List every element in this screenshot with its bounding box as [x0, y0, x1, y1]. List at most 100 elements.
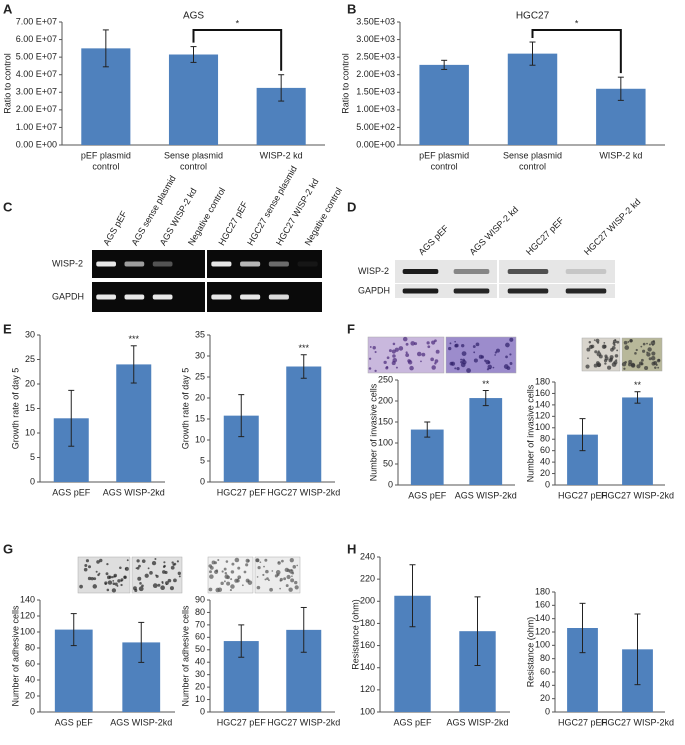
y-tick-label: 0 — [545, 706, 550, 716]
micrograph-cell — [494, 354, 496, 356]
x-tick-label: AGS WISP-2kd — [110, 717, 172, 727]
micrograph-cell — [265, 569, 269, 574]
micrograph-cell — [178, 575, 181, 578]
y-tick-label: 20 — [25, 690, 35, 700]
micrograph-cell — [104, 582, 107, 585]
panel-letter: F — [347, 321, 355, 336]
y-tick-label: 40 — [195, 657, 205, 667]
micrograph-cell — [226, 581, 231, 586]
micrograph-cell — [594, 350, 598, 354]
micrograph-cell — [112, 579, 115, 582]
micrograph-cell — [616, 340, 620, 344]
micrograph-cell — [120, 579, 123, 582]
micrograph-cell — [141, 584, 144, 588]
micrograph-cell — [237, 566, 241, 570]
y-tick-label: 60 — [25, 658, 35, 668]
micrograph-cell — [87, 576, 92, 581]
micrograph-cell — [509, 337, 514, 342]
y-tick-label: 5.00 E+07 — [16, 52, 57, 62]
micrograph-cell — [655, 363, 658, 366]
micrograph-cell — [372, 346, 376, 350]
micrograph-cell — [388, 349, 392, 353]
error-bar — [138, 621, 145, 663]
micrograph-cell — [398, 346, 404, 351]
gel-band — [453, 269, 490, 274]
micrograph-cell — [374, 350, 377, 354]
y-axis-label: Ratio to control — [340, 53, 350, 114]
y-tick-label: 120 — [20, 610, 35, 620]
micrograph-cell — [630, 363, 636, 368]
micrograph-cell — [426, 341, 430, 345]
micrograph-cell — [395, 366, 398, 369]
micrograph-cell — [421, 352, 426, 357]
micrograph-cell — [99, 558, 103, 563]
micrograph-cell — [161, 581, 164, 584]
lane-label: AGS pEF — [417, 223, 451, 257]
y-tick-label: 0 — [545, 479, 550, 489]
y-tick-label: 80 — [540, 434, 550, 444]
micrograph-cell — [431, 340, 436, 345]
x-tick-label: AGS WISP-2kd — [446, 717, 508, 727]
micrograph-cell — [223, 580, 226, 583]
micrograph-cell — [284, 567, 289, 573]
micrograph-cell — [113, 573, 118, 578]
micrograph-cell — [596, 351, 602, 357]
error-bar — [238, 394, 245, 438]
micrograph-cell — [509, 362, 513, 365]
micrograph-cell — [220, 581, 224, 586]
y-tick-label: 200 — [378, 395, 393, 405]
micrograph-cell — [640, 358, 644, 362]
y-axis-label: Number of invasive cells — [368, 383, 378, 481]
significance-label: *** — [128, 334, 139, 344]
y-tick-label: 60 — [540, 445, 550, 455]
micrograph-cell — [120, 583, 123, 587]
micrograph-cell — [610, 347, 614, 352]
micrograph-cell — [624, 360, 627, 364]
micrograph-cell — [221, 570, 224, 573]
micrograph-cell — [106, 588, 110, 592]
bar — [622, 397, 653, 485]
micrograph-cell — [609, 355, 614, 360]
micrograph-cell — [279, 587, 281, 590]
y-tick-label: 80 — [540, 653, 550, 663]
y-tick-label: 60 — [540, 666, 550, 676]
micrograph-cell — [405, 342, 409, 346]
micrograph-cell — [291, 575, 293, 578]
micrograph-cell — [485, 359, 490, 365]
x-tick-label: Sense plasmid — [164, 150, 223, 160]
gel-block — [499, 260, 615, 283]
micrograph-cell — [495, 348, 500, 353]
x-tick-label: AGS WISP-2kd — [455, 490, 517, 500]
micrograph-cell — [640, 345, 643, 348]
x-tick-label: HGC27 pEF — [217, 717, 267, 727]
micrograph-cell — [651, 361, 656, 366]
micrograph-cell — [648, 343, 651, 346]
micrograph-cell — [132, 586, 137, 591]
micrograph-cell — [391, 349, 396, 354]
error-bar — [300, 606, 307, 653]
x-tick-label: AGS pEF — [55, 717, 94, 727]
micrograph-cell — [262, 573, 265, 577]
micrograph-cell — [434, 359, 439, 363]
panel-letter: H — [347, 541, 356, 556]
y-tick-label: 2.50E+03 — [356, 52, 395, 62]
y-tick-label: 100 — [378, 437, 393, 447]
micrograph-cell — [136, 566, 140, 570]
y-tick-label: 0 — [30, 476, 35, 486]
bar — [507, 53, 558, 145]
y-tick-label: 10 — [195, 434, 205, 444]
gel-band — [124, 261, 145, 267]
micrograph-cell — [416, 351, 422, 357]
y-tick-label: 160 — [535, 388, 550, 398]
micrograph-cell — [92, 584, 98, 589]
panel-letter: G — [3, 541, 13, 556]
x-tick-label: HGC27 pEF — [558, 490, 608, 500]
bar — [410, 429, 444, 485]
bar — [469, 398, 503, 485]
micrograph-cell — [590, 344, 595, 349]
bar — [286, 366, 322, 482]
micrograph-cell — [623, 367, 626, 370]
error-bar — [238, 624, 245, 658]
micrograph-cell — [430, 357, 434, 362]
lane-label: HGC27 pEF — [217, 199, 250, 247]
